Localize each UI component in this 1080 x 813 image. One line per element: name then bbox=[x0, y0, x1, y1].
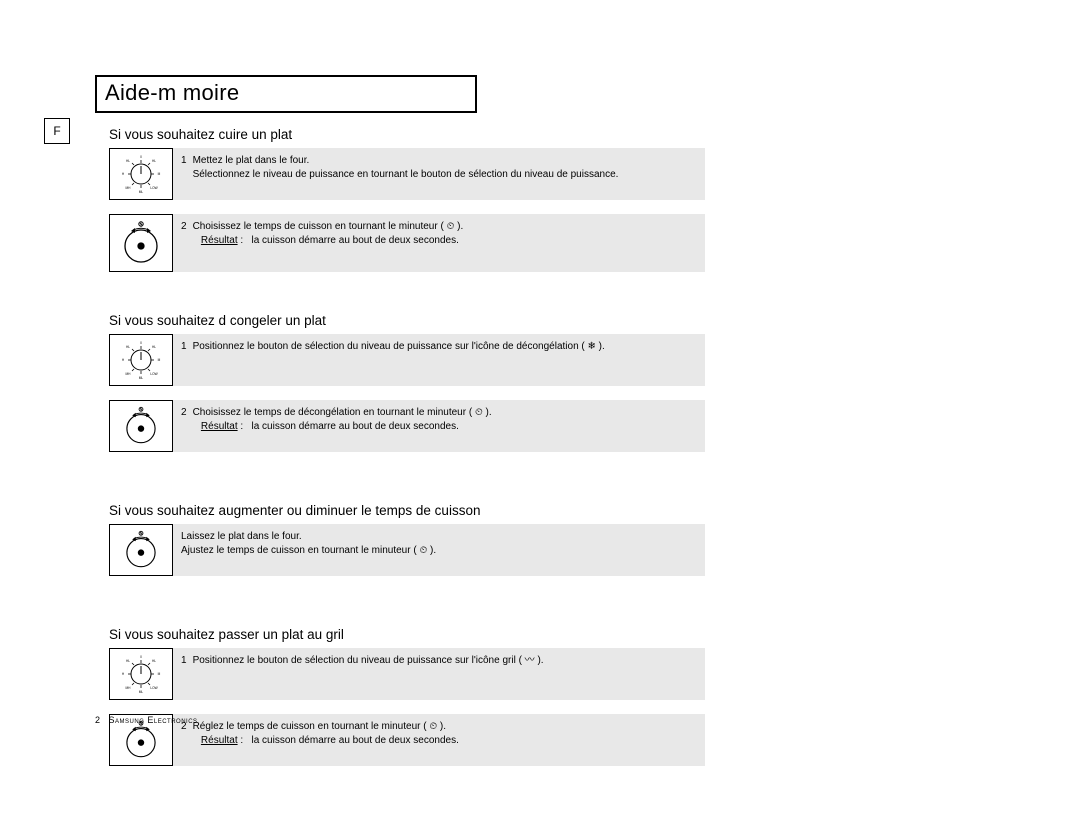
timer-dial-icon bbox=[109, 400, 173, 452]
step-number: 2 bbox=[181, 220, 187, 234]
step-text: Choisissez le temps de cuisson en tourna… bbox=[193, 220, 464, 248]
svg-text:MH: MH bbox=[126, 686, 132, 690]
step-text: Réglez le temps de cuisson en tournant l… bbox=[193, 720, 459, 748]
page-number: 2 bbox=[95, 715, 100, 725]
svg-text:ML: ML bbox=[139, 376, 144, 380]
svg-text:HL: HL bbox=[126, 159, 130, 163]
step-row: 0 HL M LOW ML MH H HL 1 Positionnez le bouton d… bbox=[109, 648, 705, 700]
footer-brand: Samsung Electronics bbox=[109, 715, 198, 725]
svg-text:HL: HL bbox=[152, 659, 156, 663]
step-row: 2 Choisissez le temps de décongélation e… bbox=[109, 400, 705, 452]
language-badge: F bbox=[44, 118, 70, 144]
step-text-box: 1 Positionnez le bouton de sélection du … bbox=[173, 334, 705, 386]
svg-text:H: H bbox=[122, 672, 125, 676]
svg-text:H: H bbox=[122, 358, 125, 362]
section-heading: Si vous souhaitez cuire un plat bbox=[109, 127, 705, 142]
step-text: Positionnez le bouton de sélection du ni… bbox=[193, 340, 605, 354]
page-content: Aide-m moire Si vous souhaitez cuire un … bbox=[95, 75, 705, 769]
svg-text:MH: MH bbox=[126, 372, 132, 376]
step-row: 2 Réglez le temps de cuisson en tournant… bbox=[109, 714, 705, 766]
page-title: Aide-m moire bbox=[95, 75, 477, 113]
svg-text:HL: HL bbox=[152, 345, 156, 349]
step-text: Choisissez le temps de décongélation en … bbox=[193, 406, 492, 434]
timer-dial-icon bbox=[109, 214, 173, 272]
timer-dial-icon bbox=[109, 524, 173, 576]
step-text-box: 2 Choisissez le temps de cuisson en tour… bbox=[173, 214, 705, 272]
power-dial-icon: 0 HL M LOW ML MH H HL bbox=[109, 648, 173, 700]
step-text-box: 1 Positionnez le bouton de sélection du … bbox=[173, 648, 705, 700]
step-text: Laissez le plat dans le four.Ajustez le … bbox=[181, 530, 436, 558]
power-dial-icon: 0 HL M LOW ML MH H HL bbox=[109, 148, 173, 200]
svg-text:HL: HL bbox=[152, 159, 156, 163]
step-row: 0 HL M LOW ML MH H HL 1 Mettez le plat dans le … bbox=[109, 148, 705, 200]
svg-text:H: H bbox=[122, 172, 125, 176]
svg-text:M: M bbox=[158, 172, 161, 176]
svg-text:0: 0 bbox=[140, 341, 142, 345]
section-heading: Si vous souhaitez augmenter ou diminuer … bbox=[109, 503, 705, 518]
step-text: Positionnez le bouton de sélection du ni… bbox=[193, 654, 544, 668]
step-number: 1 bbox=[181, 340, 187, 354]
step-text-box: 1 Mettez le plat dans le four.Sélectionn… bbox=[173, 148, 705, 200]
step-text-box: 2 Réglez le temps de cuisson en tournant… bbox=[173, 714, 705, 766]
step-text-box: Laissez le plat dans le four.Ajustez le … bbox=[173, 524, 705, 576]
svg-text:M: M bbox=[158, 672, 161, 676]
section-heading: Si vous souhaitez d congeler un plat bbox=[109, 313, 705, 328]
step-number: 1 bbox=[181, 654, 187, 668]
step-row: 2 Choisissez le temps de cuisson en tour… bbox=[109, 214, 705, 272]
section-heading: Si vous souhaitez passer un plat au gril bbox=[109, 627, 705, 642]
page-footer: 2 Samsung Electronics bbox=[95, 715, 198, 725]
step-text: Mettez le plat dans le four.Sélectionnez… bbox=[193, 154, 619, 182]
svg-text:0: 0 bbox=[140, 655, 142, 659]
svg-text:HL: HL bbox=[126, 659, 130, 663]
svg-text:ML: ML bbox=[139, 190, 144, 194]
svg-text:MH: MH bbox=[126, 186, 132, 190]
power-dial-icon: 0 HL M LOW ML MH H HL bbox=[109, 334, 173, 386]
svg-text:ML: ML bbox=[139, 690, 144, 694]
step-number: 1 bbox=[181, 154, 187, 168]
step-number: 2 bbox=[181, 406, 187, 420]
svg-text:LOW: LOW bbox=[150, 186, 157, 190]
step-text-box: 2 Choisissez le temps de décongélation e… bbox=[173, 400, 705, 452]
svg-text:0: 0 bbox=[140, 155, 142, 159]
svg-text:M: M bbox=[158, 358, 161, 362]
svg-text:HL: HL bbox=[126, 345, 130, 349]
step-row: 0 HL M LOW ML MH H HL 1 Positionnez le bouton d… bbox=[109, 334, 705, 386]
step-row: Laissez le plat dans le four.Ajustez le … bbox=[109, 524, 705, 576]
svg-text:LOW: LOW bbox=[150, 686, 157, 690]
svg-text:LOW: LOW bbox=[150, 372, 157, 376]
